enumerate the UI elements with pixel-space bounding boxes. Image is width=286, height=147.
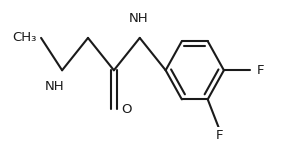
Text: CH₃: CH₃: [12, 31, 36, 44]
Text: NH: NH: [128, 12, 148, 25]
Text: NH: NH: [45, 80, 65, 93]
Text: F: F: [215, 128, 223, 142]
Text: F: F: [256, 64, 264, 77]
Text: O: O: [121, 103, 132, 116]
